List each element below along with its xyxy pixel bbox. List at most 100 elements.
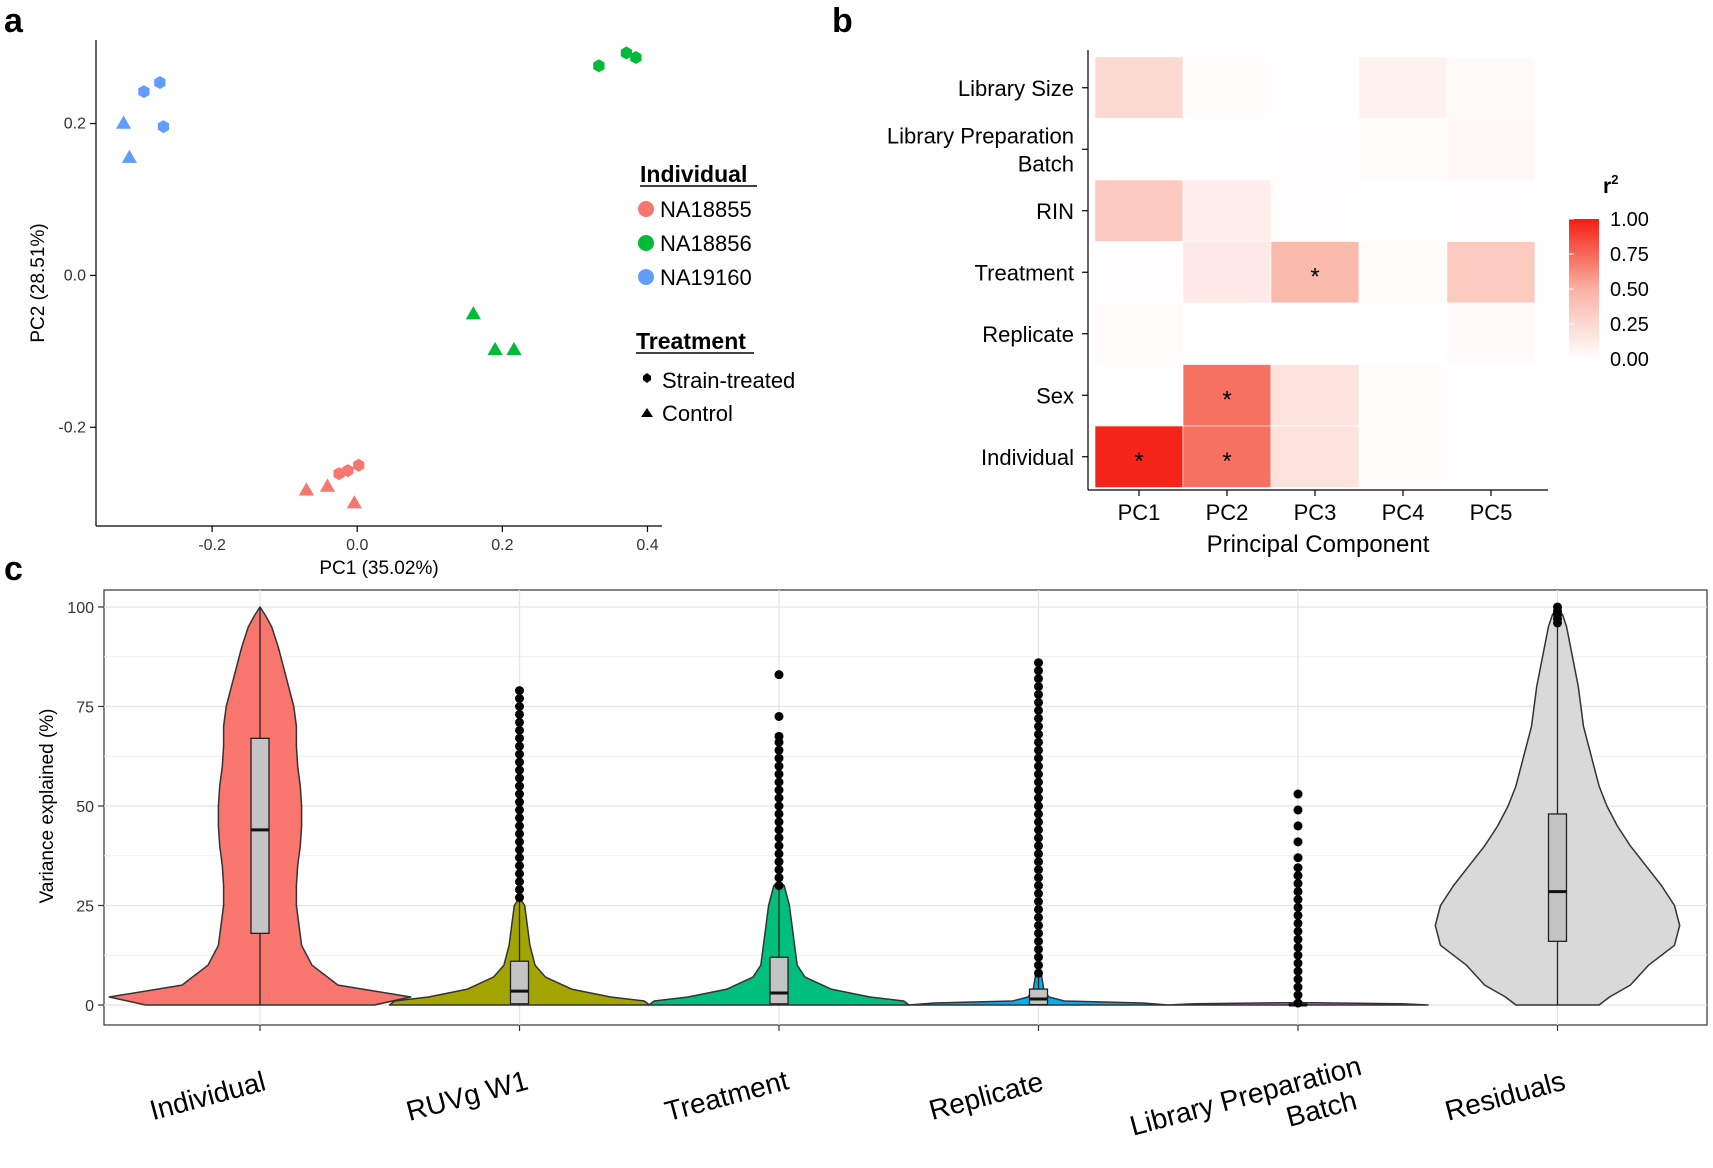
significance-asterisk: * [1310,263,1319,290]
legend-individual-title: Individual [640,161,747,187]
heatmap-cell-replicate-pc4 [1358,302,1448,365]
outlier-point [1034,825,1043,835]
outlier-point [1034,705,1043,715]
outlier-point [774,753,784,763]
outlier-point [515,869,524,879]
legend-swatch-na18855 [638,201,654,217]
outlier-point [1293,805,1303,815]
heatmap-cell-treatment-pc3 [1270,241,1360,304]
heatmap-cell-sex-pc2 [1182,364,1272,427]
pca-point-na18856-triangle [465,306,481,320]
pca-y-tick-label: 0.0 [64,267,86,284]
heatmap-y-tick-label: Library Preparation [887,123,1074,148]
violin-group-library-preparation-batch [1167,789,1429,1008]
heatmap-cell-library-size-pc5 [1446,56,1536,119]
outlier-point [1034,920,1043,930]
outlier-point [515,717,524,727]
heatmap-cell-sex-pc4 [1358,364,1448,427]
heatmap-cell-replicate-pc5 [1446,302,1536,365]
pca-y-tick-label: 0.2 [64,116,86,133]
outlier-point [1034,936,1043,946]
pca-x-tick-label: -0.2 [198,537,226,554]
violin-group-individual [108,606,412,1006]
pca-point-na19160-hexagon [154,76,166,89]
heatmap-x-tick-label: PC5 [1470,500,1513,525]
outlier-point [1034,674,1043,684]
outlier-point [1034,960,1043,970]
significance-asterisk: * [1222,448,1231,475]
outlier-point [1034,865,1043,875]
outlier-point [1034,912,1043,922]
pc-correlation-heatmap: *** * PC1 PC2 PC3 PC4 PC5 Library SizeLibrary… [887,50,1649,558]
legend-item-na18856: NA18856 [638,231,752,256]
outlier-point [1293,958,1303,968]
outlier-point [1034,737,1043,747]
outlier-point [1293,950,1303,960]
pca-point-na19160-hexagon [138,85,150,99]
violin-shapes [108,602,1681,1008]
pca-point-na18855-hexagon [353,458,365,472]
outlier-point [1034,928,1043,938]
outlier-point [515,821,524,831]
outlier-point [1293,918,1303,928]
heatmap-y-tick-label: Batch [1018,151,1074,176]
outlier-point [515,853,524,863]
outlier-point [1034,897,1043,907]
significance-asterisk: * [1134,448,1143,475]
outlier-point [1293,837,1303,847]
pca-points [115,46,642,509]
pca-point-na18856-hexagon [620,46,633,60]
outlier-point [1034,666,1043,676]
legend-swatch-na18856 [638,235,654,251]
heatmap-cell-sex-pc3 [1270,364,1360,427]
panel-letter-a: a [4,2,24,40]
pca-y-axis-label: PC2 (28.51%) [28,223,49,342]
outlier-point [774,801,784,811]
heatmap-cell-library-size-pc2 [1182,56,1272,119]
outlier-point [515,741,524,751]
heatmap-cell-replicate-pc1 [1094,302,1184,365]
violin-group-residuals [1434,602,1681,1006]
violin-y-tick-label: 75 [76,700,94,717]
outlier-point [1034,968,1043,978]
heatmap-cell-library-preparation-batch-pc3 [1270,118,1360,181]
heatmap-cell-library-size-pc4 [1358,56,1448,119]
heatmap-y-tick-label: RIN [1036,199,1074,224]
outlier-point [1293,821,1303,831]
outlier-point [774,857,784,867]
outlier-point [1293,982,1303,992]
outlier-point [774,825,784,835]
heatmap-cell-treatment-pc4 [1358,241,1448,304]
outlier-point [515,805,524,815]
outlier-point [515,725,524,735]
heatmap-cell-library-preparation-batch-pc2 [1182,118,1272,181]
outlier-point [774,881,784,891]
outlier-point [1293,879,1303,889]
r2-legend-ticks: 1.00 0.75 0.50 0.25 0.00 [1569,209,1649,371]
pca-point-na18856-hexagon [630,51,642,64]
legend-label-control: Control [662,401,733,426]
outlier-point [774,761,784,771]
heatmap-x-tick-label: PC3 [1294,500,1337,525]
outlier-point [1034,849,1043,859]
violin-y-tick-label: 100 [67,600,94,617]
hexagon-icon [643,373,651,383]
outlier-point [515,749,524,759]
outlier-point [515,789,524,799]
pca-scatter-plot: -0.2 0.0 0.2 0.4 -0.2 0.0 0.2 PC1 (35.02%) PC… [28,40,795,579]
heatmap-color-legend: r2 1.00 0.75 0.50 0.25 0.00 [1569,172,1649,371]
outlier-point [1293,910,1303,920]
outlier-point [1034,761,1043,771]
heatmap-cell-replicate-pc3 [1270,302,1360,365]
significance-asterisk: * [1222,386,1231,413]
heatmap-x-axis-label: Principal Component [1207,531,1430,558]
outlier-point [1293,966,1303,976]
r2-legend-tick-label: 0.75 [1610,244,1649,266]
legend-label-na18855: NA18855 [660,197,752,222]
outlier-point [1034,904,1043,914]
r2-legend-tick-label: 0.50 [1610,279,1649,301]
outlier-point [1293,942,1303,952]
outlier-point [774,817,784,827]
outlier-point [774,745,784,755]
